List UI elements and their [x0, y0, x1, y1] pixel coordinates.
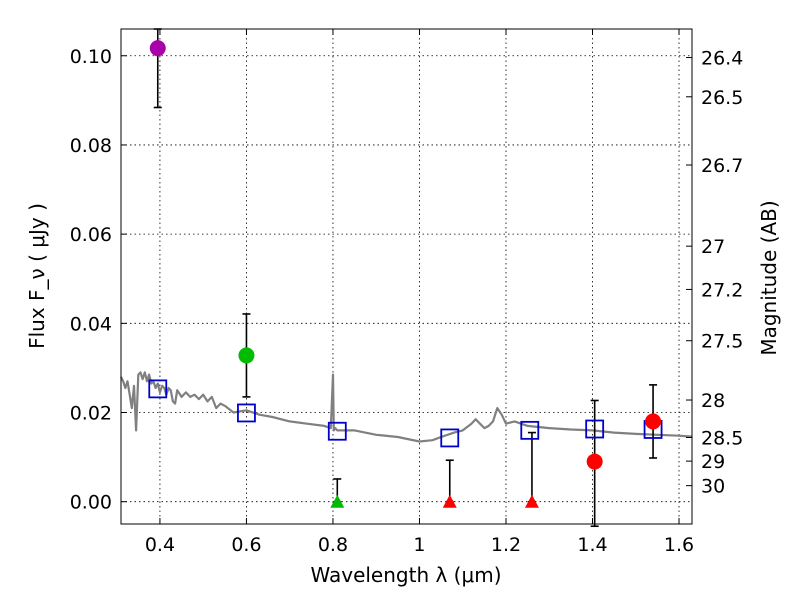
y-tick-label: 0.10	[70, 46, 112, 68]
y-tick-label: 0.04	[70, 313, 112, 335]
right-tick-label: 29	[701, 451, 725, 473]
right-tick-label: 26.7	[701, 155, 743, 177]
x-tick-label: 1.6	[664, 534, 694, 556]
right-tick-label: 26.5	[701, 87, 743, 109]
y-axis-ticks: 0.00 0.02 0.04 0.06 0.08 0.10	[70, 46, 127, 514]
y-tick-label: 0.06	[70, 224, 112, 246]
upper-limit-marker	[442, 494, 457, 508]
right-tick-label: 27.5	[701, 331, 743, 353]
plot-frame	[120, 28, 693, 525]
x-axis-label: Wavelength λ (μm)	[310, 563, 501, 587]
detection-marker	[149, 40, 166, 57]
model-square-marker	[237, 403, 256, 423]
right-tick-label: 27	[701, 236, 725, 258]
model-square-marker	[327, 421, 347, 441]
model-square-marker	[440, 428, 460, 448]
model-square-marker	[520, 420, 540, 440]
model-square-marker	[148, 379, 168, 399]
model-spectrum	[120, 371, 693, 443]
upper-limit-marker	[330, 494, 345, 508]
right-axis-ticks: 26.4 26.5 26.7 27 27.2 27.5 28 28.529 30	[686, 48, 743, 498]
x-tick-label: 0.4	[145, 534, 175, 556]
x-tick-label: 0.6	[231, 534, 261, 556]
y-tick-label: 0.02	[70, 403, 112, 425]
right-axis-label: Magnitude (AB)	[757, 200, 781, 355]
detection-marker	[586, 453, 603, 470]
photometry-points	[149, 40, 662, 508]
grid	[121, 29, 692, 524]
x-axis-ticks: 0.4 0.6 0.8 1 1.2 1.4 1.6	[145, 29, 694, 556]
detection-marker	[238, 347, 255, 364]
model-square-marker	[585, 419, 605, 439]
y-tick-label: 0.00	[70, 492, 112, 514]
plot-background	[121, 29, 692, 524]
x-tick-label: 0.8	[318, 534, 348, 556]
right-tick-label: 28.5	[701, 427, 743, 449]
right-tick-label: 28	[701, 390, 725, 412]
x-tick-label: 1.2	[491, 534, 521, 556]
right-tick-label: 26.4	[701, 48, 743, 70]
x-tick-label: 1.4	[577, 534, 607, 556]
x-tick-label: 1	[413, 534, 425, 556]
y-axis-label: Flux F_ν ( μJy )	[25, 203, 49, 349]
right-tick-label: 27.2	[701, 279, 743, 301]
detection-marker	[645, 413, 662, 430]
y-tick-label: 0.08	[70, 135, 112, 157]
upper-limit-marker	[524, 494, 539, 508]
right-tick-label: 30	[701, 476, 725, 498]
model-spectrum-line	[120, 371, 693, 443]
model-points	[148, 379, 663, 448]
